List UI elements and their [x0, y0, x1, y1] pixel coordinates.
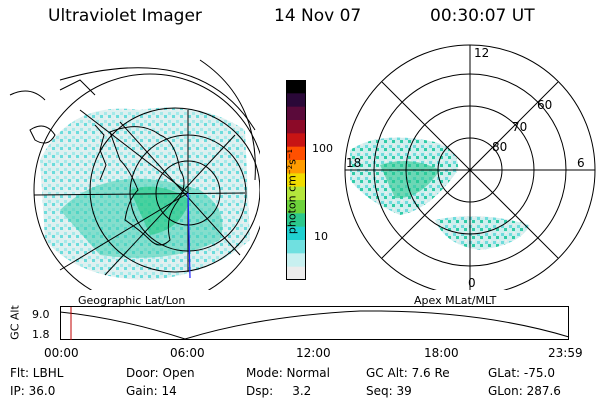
longitude-line [59, 192, 189, 271]
time-tick-2359: 23:59 [548, 346, 583, 360]
mlat-label-70: 70 [512, 120, 528, 134]
colorbar-stripe [286, 160, 306, 174]
colorbar-stripe [286, 213, 306, 228]
colorbar-stripe [286, 200, 306, 214]
time-label: 00:30:07 UT [430, 6, 535, 26]
filter-label: Flt: LBHL [10, 366, 64, 380]
door-label: Door: Open [126, 366, 195, 380]
longitude-line [104, 134, 236, 276]
mlat-label-60: 60 [537, 98, 553, 112]
horizon-circle [33, 73, 260, 290]
coastline [29, 125, 56, 144]
geographic-image-panel [9, 59, 260, 290]
colorbar-frame [286, 80, 306, 280]
right-panel-label: Apex MLat/MLT [414, 294, 497, 307]
colorbar-stripe [286, 106, 306, 121]
colorbar-stripe [286, 80, 306, 94]
altitude-curve [60, 310, 570, 340]
mlt-label-6: 6 [577, 156, 585, 170]
mode-label: Mode: Normal [246, 366, 330, 380]
colorbar-stripe [286, 186, 306, 201]
colorbar-stripe [286, 133, 306, 148]
time-tick-1200: 12:00 [296, 346, 331, 360]
left-panel-label: Geographic Lat/Lon [78, 294, 186, 307]
date-label: 14 Nov 07 [274, 6, 362, 26]
instrument-title: Ultraviolet Imager [48, 6, 202, 26]
dsp-label: Dsp: 3.2 [246, 384, 312, 398]
glon-label: GLon: 287.6 [488, 384, 561, 398]
colorbar-unit-label: photon cm⁻²s⁻¹ [285, 148, 299, 235]
time-tick-0000: 00:00 [44, 346, 79, 360]
coastline [109, 126, 185, 246]
colorbar [286, 80, 306, 281]
latitude-circle [199, 59, 256, 181]
longitude-line [79, 109, 189, 194]
altitude-plot [60, 306, 570, 340]
latitude-circle [89, 107, 260, 273]
mlt-label-0: 0 [468, 276, 476, 290]
altitude-axis-label: GC Alt [8, 305, 22, 340]
colorbar-stripe [286, 120, 306, 134]
time-tick-0600: 06:00 [170, 346, 205, 360]
magnetic-image-panel [344, 44, 596, 290]
aurora-core-region [130, 186, 190, 235]
colorbar-stripe [286, 253, 306, 268]
ip-label: IP: 36.0 [10, 384, 56, 398]
longitude-line [119, 121, 241, 256]
noon-meridian-line [187, 192, 191, 279]
longitude-line [33, 192, 246, 196]
colorbar-stripe [286, 93, 306, 108]
gc-alt-label: GC Alt: 7.6 Re [366, 366, 450, 380]
colorbar-stripe [286, 173, 306, 188]
mlt-line [381, 81, 559, 259]
colorbar-stripe [286, 226, 306, 241]
coastline [94, 124, 107, 181]
altitude-tick-high: 9.0 [32, 308, 50, 321]
colorbar-stripe [286, 146, 306, 161]
mlt-label-18: 18 [346, 156, 362, 170]
colorbar-stripe [286, 240, 306, 254]
altitude-tick-low: 1.8 [32, 328, 50, 341]
colorbar-scale [286, 80, 306, 281]
colorbar-stripe [286, 266, 306, 281]
altitude-plot-frame [60, 306, 569, 340]
gain-label: Gain: 14 [126, 384, 177, 398]
mlat-label-80: 80 [492, 140, 508, 154]
sequence-label: Seq: 39 [366, 384, 412, 398]
colorbar-tick-100: 100 [312, 142, 333, 155]
glat-label: GLat: -75.0 [488, 366, 555, 380]
colorbar-tick-10: 10 [314, 230, 328, 243]
coastline [9, 79, 96, 101]
latitude-circle [59, 67, 256, 131]
time-tick-1800: 18:00 [424, 346, 459, 360]
mlt-label-12: 12 [474, 46, 490, 60]
